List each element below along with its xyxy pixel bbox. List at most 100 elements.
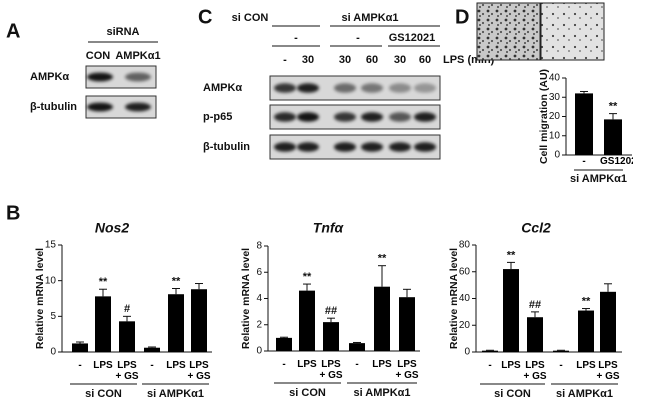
group-label: si AMPKα1: [556, 388, 613, 400]
y-tick-label: 2: [256, 319, 262, 330]
x-tick-label-box: -: [78, 360, 81, 371]
row-label: AMPKα: [30, 71, 69, 83]
blot-band: [125, 72, 151, 82]
bar: [191, 289, 207, 352]
chart-title: Ccl2: [521, 220, 551, 236]
x-tick-label-box: -: [559, 360, 563, 371]
blot-band: [334, 142, 356, 152]
panel-label: D: [455, 6, 469, 28]
blot-band: [125, 102, 151, 112]
x-tick-label-box: GS12021: [600, 156, 633, 167]
y-tick-label: 5: [50, 311, 56, 322]
migration-image: [540, 2, 605, 61]
bar: [482, 350, 498, 352]
lps-label: 30: [394, 54, 406, 66]
lps-label: -: [283, 54, 287, 66]
row-label: β-tubulin: [203, 141, 250, 153]
blot-band: [274, 112, 296, 122]
blot-band: [274, 142, 296, 152]
annotation: ##: [325, 305, 337, 317]
x-tick-label-box: LPS + GS: [395, 359, 418, 381]
blot: [85, 65, 157, 89]
panel-label: A: [6, 20, 20, 42]
y-tick-label: 10: [549, 130, 561, 141]
bar: [119, 321, 135, 352]
annotation: **: [172, 275, 181, 287]
panel-label: C: [198, 6, 212, 28]
x-tick-label: LPS: [501, 360, 521, 371]
blot-band: [297, 83, 319, 93]
x-tick-label: -: [559, 360, 563, 371]
x-tick-label: LPS: [297, 359, 317, 370]
x-tick-label: LPS: [372, 359, 392, 370]
lps-label: 30: [302, 54, 314, 66]
group-label: si AMPKα1: [147, 388, 204, 400]
bar: [600, 291, 616, 352]
blot-band: [274, 83, 296, 93]
row-label: AMPKα: [203, 82, 242, 94]
bar: [374, 286, 390, 351]
y-tick-label: 80: [459, 240, 471, 251]
annotation: **: [99, 276, 108, 288]
y-tick-label: 0: [50, 347, 56, 358]
x-tick-label: -: [488, 360, 492, 371]
bar: [503, 269, 519, 352]
x-tick-label-box: LPS: [372, 359, 392, 370]
annotation: **: [609, 101, 618, 113]
lps-label: 60: [366, 54, 378, 66]
bar: [95, 296, 111, 352]
x-tick-label-box: -: [150, 360, 153, 371]
chart-title: Nos2: [95, 220, 129, 236]
y-tick-label: 8: [256, 241, 262, 252]
bar: [168, 294, 184, 352]
y-tick-label: 20: [549, 111, 561, 122]
bar: [299, 290, 315, 351]
annotation: **: [507, 249, 516, 261]
row-label: p-p65: [203, 111, 232, 123]
blot-band: [334, 83, 356, 93]
x-tick-label-box: -: [355, 359, 358, 370]
y-tick-label: 20: [459, 320, 471, 331]
x-tick-label-box: -: [582, 156, 585, 167]
bar: [527, 317, 543, 352]
bar: [276, 337, 292, 351]
x-tick-label-box: LPS + GS: [523, 360, 546, 382]
x-tick-label-box: LPS + GS: [596, 360, 619, 382]
x-tick-label: LPS + GS: [187, 360, 211, 382]
annotation: **: [582, 295, 591, 307]
y-tick-label: 0: [256, 346, 262, 357]
group-label: si CON: [232, 12, 269, 24]
group-label: si AMPKα1: [341, 12, 398, 24]
x-tick-label: -: [282, 359, 286, 370]
x-tick-label-box: LPS + GS: [187, 360, 211, 382]
y-tick-label: 40: [459, 293, 471, 304]
annotation: **: [303, 271, 312, 283]
bar: [72, 343, 88, 352]
blot-band: [414, 142, 436, 152]
y-tick-label: 40: [549, 73, 561, 84]
y-axis-label: Relative mRNA level: [34, 248, 46, 349]
bar: [349, 343, 365, 351]
blot-band: [87, 72, 113, 82]
x-tick-label-box: LPS: [576, 360, 596, 371]
lps-label: 30: [339, 54, 351, 66]
lps-label: 60: [419, 54, 431, 66]
treatment-label: GS12021: [389, 32, 435, 44]
x-tick-label-box: LPS: [501, 360, 521, 371]
bar: [604, 119, 622, 155]
x-tick-label: LPS: [576, 360, 596, 371]
blot-band: [389, 83, 411, 93]
y-axis-label: Cell migration (AU): [538, 69, 550, 164]
y-tick-label: 0: [554, 150, 560, 161]
group-label: si CON: [494, 388, 531, 400]
chart-title: Tnfα: [313, 220, 345, 236]
group-label: si AMPKα1: [353, 387, 410, 399]
migration-image: [476, 2, 541, 61]
bar: [553, 350, 569, 352]
x-tick-label-box: -: [488, 360, 492, 371]
x-tick-label-box: -: [282, 359, 286, 370]
y-axis-label: Relative mRNA level: [240, 248, 252, 349]
x-tick-label-box: LPS + GS: [319, 359, 342, 381]
blot-band: [389, 112, 411, 122]
y-axis-label: Relative mRNA level: [448, 248, 460, 349]
